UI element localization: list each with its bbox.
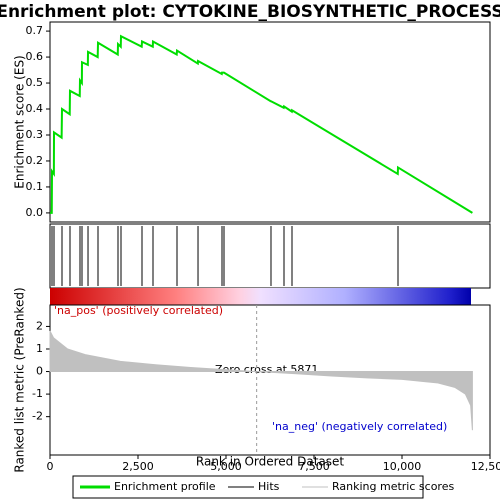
legend-label: Ranking metric scores: [332, 480, 454, 493]
x-tick-label: 12,500: [471, 460, 500, 473]
annotation: 'na_neg' (negatively correlated): [272, 420, 447, 433]
y-tick-label: 2: [36, 319, 43, 332]
x-tick-label: 5,000: [210, 460, 242, 473]
x-axis-label: Rank in Ordered Dataset: [196, 455, 344, 469]
y-tick-label: 0.0: [26, 206, 44, 219]
y-tick-label: 0.5: [26, 76, 44, 89]
es-line: [50, 34, 473, 214]
y-tick-label: 0.6: [26, 50, 44, 63]
color-bar: [50, 288, 471, 305]
x-tick-label: 10,000: [383, 460, 422, 473]
legend-label: Hits: [258, 480, 280, 493]
y-tick-label: -2: [32, 410, 43, 423]
legend-label: Enrichment profile: [114, 480, 216, 493]
y-axis-label: Enrichment score (ES): [13, 55, 27, 188]
hits-panel: [49, 223, 491, 289]
x-tick-label: 2,500: [122, 460, 154, 473]
y-tick-label: 0.4: [26, 102, 44, 115]
annotation: 'na_pos' (positively correlated): [54, 304, 223, 317]
y-tick-label: -1: [32, 387, 43, 400]
y-tick-label: 0.3: [26, 128, 44, 141]
y-tick-label: 0: [36, 365, 43, 378]
metric-area: [49, 330, 473, 431]
x-tick-label: 0: [47, 460, 54, 473]
x-tick-label: 7,500: [298, 460, 330, 473]
y-tick-label: 1: [36, 342, 43, 355]
y-axis-label: Ranked list metric (PreRanked): [13, 287, 27, 472]
y-tick-label: 0.1: [26, 180, 44, 193]
es-panel: [49, 21, 491, 223]
y-tick-label: 0.7: [26, 24, 44, 37]
y-tick-label: 0.2: [26, 154, 44, 167]
chart-title: Enrichment plot: CYTOKINE_BIOSYNTHETIC_P…: [0, 2, 500, 22]
